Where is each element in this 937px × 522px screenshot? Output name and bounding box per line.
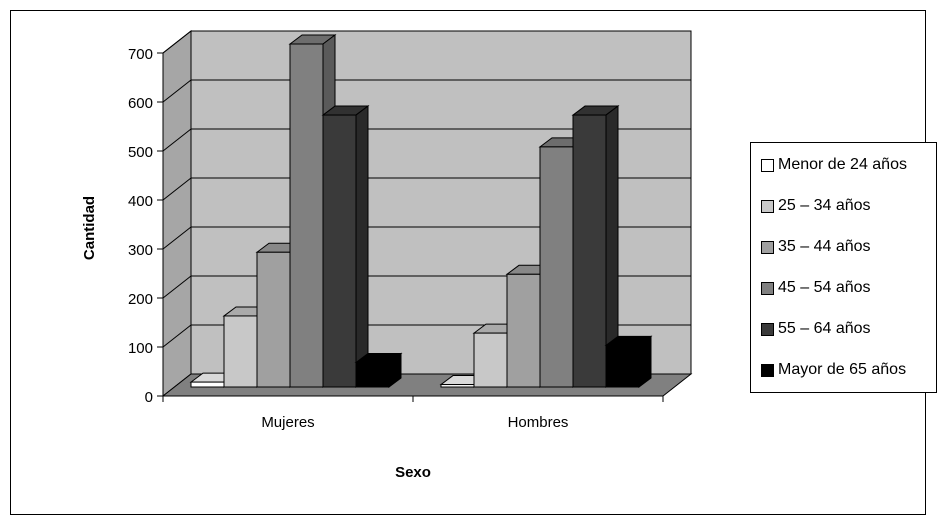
legend-item: Mayor de 65 años [761, 360, 906, 380]
gridline-side [162, 275, 192, 299]
legend-item: 35 – 44 años [761, 237, 871, 257]
y-tick-label: 400 [128, 193, 153, 210]
x-axis-ticks: Mujeres Hombres [162, 396, 664, 431]
legend-label: 45 – 54 años [778, 279, 871, 296]
legend-label: 55 – 64 años [778, 320, 871, 337]
gridline-side [162, 177, 192, 201]
y-tick-label: 200 [128, 291, 153, 308]
legend-swatch [761, 363, 774, 377]
bar [354, 352, 403, 388]
legend-swatch [761, 322, 774, 336]
bar [604, 335, 653, 388]
legend-item: Menor de 24 años [761, 155, 907, 175]
gridline-side [162, 128, 192, 152]
x-axis-title: Sexo [395, 464, 431, 481]
legend-label: Mayor de 65 años [778, 361, 907, 378]
legend-swatch [761, 158, 774, 172]
legend-swatch [761, 199, 774, 213]
legend-item: 45 – 54 años [761, 278, 871, 298]
y-tick-label: 0 [145, 389, 153, 406]
side-wall [162, 29, 192, 398]
bar [571, 105, 620, 388]
y-tick-label: 500 [128, 144, 153, 161]
legend-swatch [761, 240, 774, 254]
legend-item: 25 – 34 años [761, 196, 871, 216]
legend-item: 55 – 64 años [761, 319, 871, 339]
y-axis-ticks: 0 100 200 300 400 500 600 700 [128, 46, 164, 406]
y-tick-label: 700 [128, 46, 153, 63]
y-tick-label: 600 [128, 95, 153, 112]
x-tick-label: Hombres [508, 414, 569, 431]
gridline-side [162, 79, 192, 103]
gridline-side [162, 30, 192, 54]
legend-label: 35 – 44 años [778, 238, 871, 255]
y-tick-label: 100 [128, 340, 153, 357]
gridline-side [162, 226, 192, 250]
legend-label: 25 – 34 años [778, 197, 871, 214]
x-tick-label: Mujeres [261, 414, 314, 431]
legend: Menor de 24 años 25 – 34 años 35 – 44 años… [750, 142, 937, 393]
legend-swatch [761, 281, 774, 295]
y-axis-title: Cantidad [81, 196, 98, 260]
bars [189, 34, 653, 388]
gridline-side [162, 324, 192, 348]
bar [321, 105, 370, 388]
legend-label: Menor de 24 años [778, 156, 907, 173]
y-tick-label: 300 [128, 242, 153, 259]
